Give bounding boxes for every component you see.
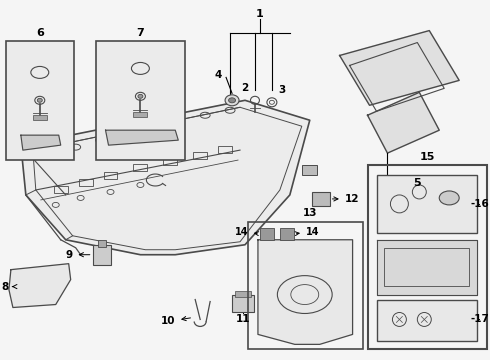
Ellipse shape [138, 94, 143, 98]
Bar [235, 291, 251, 297]
Text: 8: 8 [1, 282, 17, 292]
Text: 10: 10 [161, 316, 191, 327]
Polygon shape [21, 100, 310, 255]
Text: 3: 3 [278, 85, 285, 95]
Bar [163, 158, 177, 165]
Polygon shape [368, 92, 439, 153]
Bar [260, 228, 274, 240]
Bar [93, 245, 111, 265]
Polygon shape [340, 31, 459, 105]
Bar [127, 134, 144, 144]
Bar [133, 164, 147, 171]
Bar [193, 152, 207, 159]
Polygon shape [258, 240, 353, 345]
Bar [33, 115, 47, 120]
Text: 15: 15 [419, 152, 435, 162]
Ellipse shape [225, 95, 239, 106]
Bar [78, 179, 93, 186]
Text: -16: -16 [470, 199, 489, 209]
Bar [368, 165, 487, 349]
Polygon shape [105, 130, 178, 145]
Bar [302, 165, 317, 175]
Polygon shape [9, 264, 71, 307]
Bar [248, 222, 363, 349]
Bar [377, 300, 477, 341]
Text: 12: 12 [332, 194, 359, 204]
Bar [96, 41, 185, 160]
Bar [6, 41, 73, 160]
Bar [218, 146, 232, 153]
Bar [133, 112, 147, 117]
Bar [385, 248, 469, 285]
Bar [103, 172, 118, 179]
Text: 7: 7 [137, 28, 144, 37]
Text: 14: 14 [235, 227, 259, 237]
Bar [98, 240, 105, 247]
Text: 9: 9 [66, 250, 90, 260]
Ellipse shape [439, 191, 459, 205]
Bar [102, 140, 119, 150]
Text: -17: -17 [470, 314, 489, 324]
Text: 11: 11 [236, 314, 250, 324]
Bar [312, 192, 330, 206]
Ellipse shape [37, 98, 42, 102]
Polygon shape [377, 240, 477, 294]
Text: 2: 2 [241, 84, 248, 93]
Polygon shape [21, 135, 61, 150]
Text: 6: 6 [36, 28, 44, 37]
Bar [232, 294, 254, 312]
Text: 4: 4 [215, 71, 222, 80]
Text: 13: 13 [302, 208, 317, 218]
Text: 14: 14 [295, 227, 319, 237]
Text: 5: 5 [414, 178, 421, 188]
Bar [377, 175, 477, 233]
Ellipse shape [228, 98, 236, 103]
Text: 1: 1 [256, 9, 264, 19]
Bar [280, 228, 294, 240]
Bar [54, 186, 68, 193]
